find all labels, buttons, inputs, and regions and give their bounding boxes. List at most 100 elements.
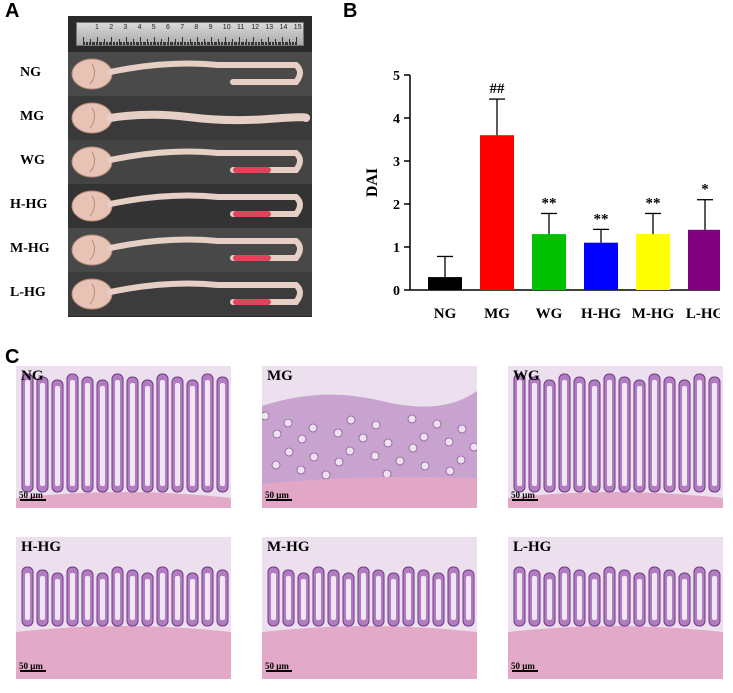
y-axis-label: DAI	[364, 168, 381, 197]
ruler-tick	[264, 42, 266, 45]
ruler-tick	[100, 42, 102, 45]
ruler-tick	[251, 42, 253, 45]
error-bar	[489, 98, 505, 136]
ruler-tick	[200, 42, 202, 45]
scale-bar	[20, 499, 46, 501]
histology-label: MG	[267, 368, 293, 384]
significance-mark: **	[594, 211, 609, 227]
error-bar	[541, 212, 557, 235]
ruler-tick	[236, 42, 238, 45]
ruler-tick	[233, 42, 235, 45]
ruler-tick	[267, 37, 269, 45]
ruler-tick	[145, 42, 147, 45]
ruler-tick	[163, 42, 165, 45]
ruler: 1 2 3 4 5 6 7 8 9 10 11 12 13 14 15	[76, 22, 304, 46]
ruler-tick	[90, 39, 92, 45]
ruler-tick	[216, 42, 218, 45]
ruler-tick	[141, 42, 143, 45]
bar	[688, 229, 720, 290]
x-tick-label: NG	[434, 306, 457, 322]
tissue-section	[262, 537, 477, 679]
ruler-tick	[196, 37, 198, 45]
ruler-tick	[105, 42, 107, 45]
colon-specimen	[71, 102, 311, 134]
ruler-tick	[276, 42, 278, 45]
scale-bar-label: 50 μm	[511, 490, 535, 500]
ruler-tick	[186, 42, 188, 45]
ruler-tick	[281, 37, 283, 45]
x-tick-label: MG	[484, 306, 510, 322]
ruler-tick	[169, 42, 171, 45]
panel-c-letter: C	[5, 346, 20, 368]
colon-strip	[68, 52, 312, 96]
ruler-tick	[283, 42, 285, 45]
ruler-tick	[162, 42, 164, 45]
ruler-tick	[188, 42, 190, 45]
ruler-tick	[154, 37, 155, 45]
y-axis: 0 1 2 3 4 5	[393, 69, 411, 299]
ruler-tick	[88, 42, 90, 45]
ruler-tick	[108, 42, 110, 45]
ruler-number: 4	[137, 24, 142, 31]
ruler-tick	[287, 42, 289, 45]
scale-bar-label: 50 μm	[19, 661, 43, 671]
ruler-tick	[179, 42, 181, 45]
histology-image: H-HG 50 μm	[16, 537, 231, 679]
colon-strip	[68, 96, 312, 140]
ruler-tick	[127, 42, 129, 45]
x-tick-label: M-HG	[632, 306, 675, 322]
ruler-tick	[136, 42, 138, 45]
ruler-tick	[242, 42, 244, 45]
ruler-tick	[165, 42, 167, 45]
ruler-tick	[274, 39, 276, 45]
significance-mark: *	[701, 182, 709, 198]
ruler-tick	[180, 42, 182, 45]
ruler-tick	[146, 39, 148, 45]
ruler-tick	[128, 42, 130, 45]
x-tick-label: H-HG	[581, 306, 621, 322]
ruler-tick	[94, 42, 96, 45]
ruler-tick	[182, 37, 184, 45]
error-bar	[645, 212, 661, 235]
ruler-tick	[190, 42, 192, 45]
ruler-tick	[104, 39, 106, 45]
ruler-tick	[161, 39, 163, 45]
bar	[584, 242, 618, 290]
colon-group-label: WG	[20, 153, 45, 168]
x-tick-label: L-HG	[686, 306, 720, 322]
ruler-tick	[175, 39, 177, 45]
ruler-tick	[278, 42, 280, 45]
ruler-tick	[226, 42, 228, 45]
ruler-tick	[266, 42, 268, 45]
ruler-tick	[284, 42, 286, 45]
ruler-tick	[234, 42, 236, 45]
ruler-tick	[257, 42, 259, 45]
ruler-tick	[271, 42, 273, 45]
ruler-tick	[210, 37, 212, 45]
ruler-number: 3	[123, 24, 128, 31]
ruler-tick	[117, 42, 119, 45]
ruler-tick	[220, 42, 222, 45]
bar	[532, 234, 566, 290]
colon-group-label: NG	[20, 65, 41, 80]
scale-bar-label: 50 μm	[511, 661, 535, 671]
ruler-tick	[114, 42, 116, 45]
ruler-tick	[198, 42, 200, 45]
y-tick-label: 1	[393, 241, 400, 256]
ruler-number: 9	[208, 24, 213, 31]
colon-photo: 1 2 3 4 5 6 7 8 9 10 11 12 13 14 15	[68, 16, 312, 317]
ruler-tick	[144, 42, 146, 45]
ruler-tick	[209, 42, 211, 45]
ruler-tick	[158, 42, 160, 45]
ruler-number: 11	[237, 24, 245, 31]
colon-strip	[68, 272, 312, 316]
ruler-tick	[83, 37, 84, 45]
colon-strip	[68, 140, 312, 184]
significance-mark: **	[646, 195, 661, 211]
ruler-number: 6	[166, 24, 170, 31]
histology-label: M-HG	[267, 539, 310, 555]
tissue-section	[16, 366, 231, 508]
panel-b-letter: B	[343, 0, 358, 22]
ruler-tick	[151, 42, 153, 45]
histology-image: NG 50 μm	[16, 366, 231, 508]
